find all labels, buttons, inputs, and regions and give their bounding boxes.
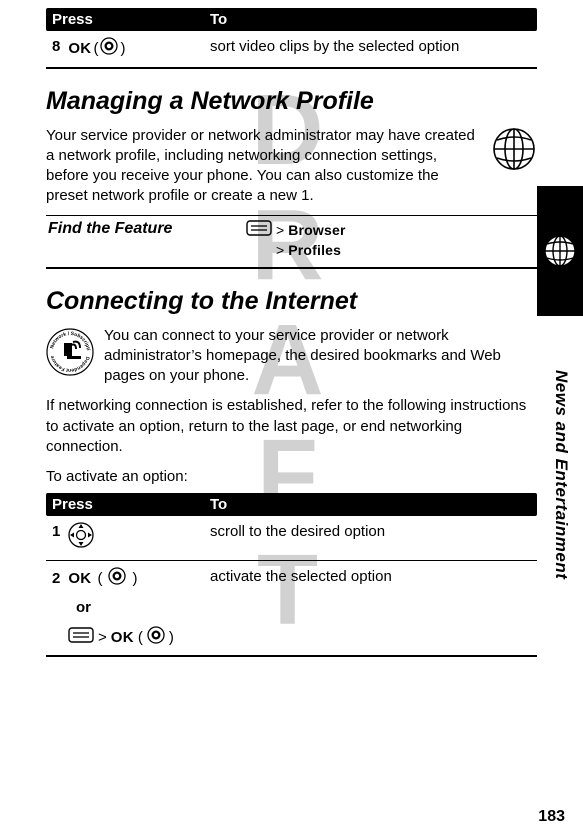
section-b-para1: You can connect to your service provider… [104, 327, 501, 385]
center-button-icon [108, 567, 126, 591]
table-row: 8 OK ( ) sort video clips by the selecte… [46, 31, 537, 69]
find-the-feature-row: Find the Feature > Browser > Profiles [46, 215, 537, 269]
or-label: or [52, 598, 91, 618]
step-number: 2 [52, 569, 62, 589]
press-to-table-2: Press To 1 scroll to the desired opti [46, 493, 537, 657]
header-press: Press [52, 496, 210, 513]
profiles-label: Profiles [288, 241, 341, 261]
table-header: Press To [46, 8, 537, 31]
open-paren: ( [97, 569, 102, 589]
step-number: 1 [52, 522, 62, 542]
globe-icon [543, 234, 577, 268]
header-press: Press [52, 11, 210, 28]
step-number: 8 [52, 37, 62, 57]
close-paren-2: ) [169, 628, 174, 648]
press-to-table-1: Press To 8 OK ( ) [46, 8, 537, 69]
page-number: 183 [538, 808, 565, 826]
find-feature-path: > Browser > Profiles [246, 220, 346, 261]
browser-label: Browser [288, 221, 345, 241]
step-desc: scroll to the desired option [210, 522, 531, 542]
find-feature-label: Find the Feature [46, 220, 246, 238]
section-title-managing: Managing a Network Profile [46, 87, 537, 116]
step-desc: activate the selected option [210, 567, 531, 587]
network-subscription-dependent-feature-icon: Network / Subscription Dependent Feature [46, 328, 94, 376]
ok-key-label-2: OK [111, 628, 134, 648]
header-to: To [210, 496, 531, 513]
side-tab [537, 186, 583, 316]
open-paren-2: ( [138, 628, 143, 648]
header-to: To [210, 11, 531, 28]
table-row: 2 OK ( ) or [46, 561, 537, 658]
gt-1: > [276, 221, 284, 241]
center-button-icon [147, 626, 165, 650]
section-title-connecting: Connecting to the Internet [46, 287, 537, 316]
open-paren: ( [93, 39, 98, 59]
menu-key-icon [246, 220, 272, 242]
section-b-para2: If networking connection is established,… [46, 396, 537, 457]
close-paren: ) [132, 569, 137, 589]
close-paren: ) [120, 39, 125, 59]
section-a-para: Your service provider or network adminis… [46, 127, 475, 205]
step-desc: sort video clips by the selected option [210, 37, 531, 57]
ok-key-label: OK [68, 39, 91, 59]
section-b-lead: To activate an option: [46, 467, 537, 487]
gt-2: > [276, 241, 284, 261]
center-button-icon [100, 37, 118, 61]
menu-key-icon [68, 627, 94, 649]
side-section-label: News and Entertainment [551, 370, 571, 579]
globe-inline-icon [491, 126, 537, 172]
ok-key-label: OK [68, 569, 91, 589]
section-b-body: Network / Subscription Dependent Feature… [46, 326, 537, 458]
section-a-body: Your service provider or network adminis… [46, 126, 537, 207]
table-header: Press To [46, 493, 537, 516]
table-row: 1 scroll to the desired option [46, 516, 537, 561]
nav-ring-icon [68, 522, 94, 554]
gt: > [98, 628, 107, 648]
